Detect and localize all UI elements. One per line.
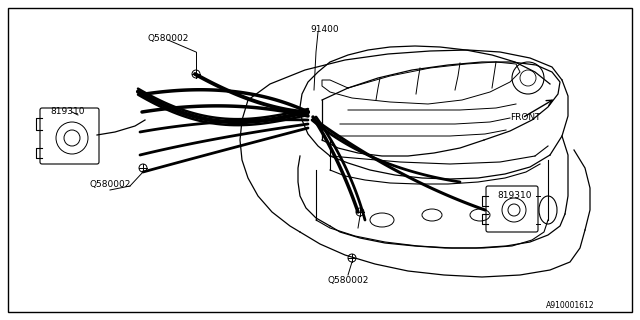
Text: Q580002: Q580002 <box>90 180 131 189</box>
Text: Q580002: Q580002 <box>147 34 189 43</box>
Text: 819310: 819310 <box>51 108 85 116</box>
Text: 91400: 91400 <box>310 26 339 35</box>
Text: 819310: 819310 <box>497 190 531 199</box>
Text: A910001612: A910001612 <box>546 300 595 309</box>
Text: FRONT: FRONT <box>510 114 541 123</box>
Text: Q580002: Q580002 <box>327 276 369 284</box>
